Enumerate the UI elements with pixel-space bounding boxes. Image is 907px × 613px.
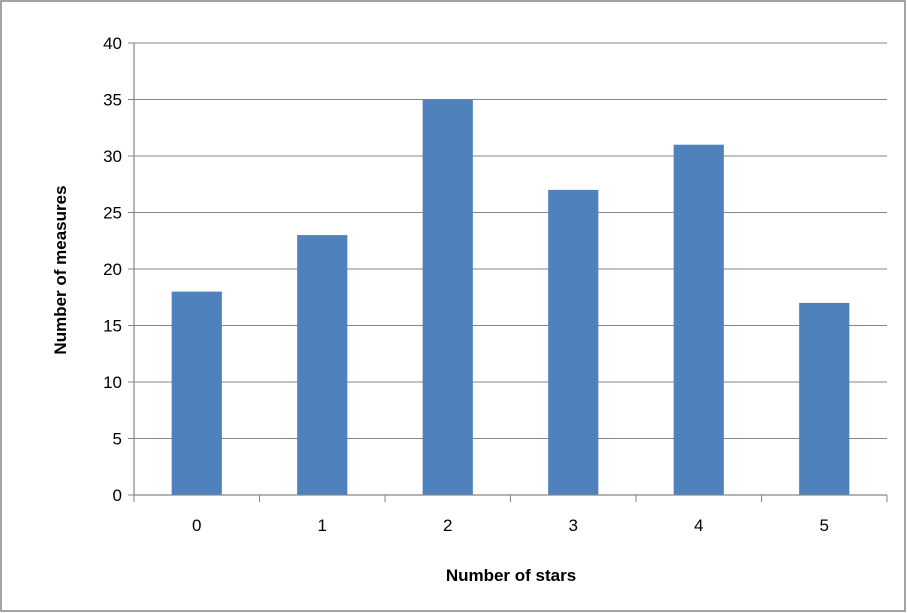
bar-1 xyxy=(297,235,348,495)
x-tick-label: 3 xyxy=(569,516,578,535)
axes xyxy=(128,42,888,502)
x-tick-label: 5 xyxy=(820,516,829,535)
bar-2 xyxy=(422,99,473,495)
y-tick-label: 0 xyxy=(113,486,122,505)
y-tick-label: 10 xyxy=(103,373,122,392)
y-tick-label: 15 xyxy=(103,317,122,336)
y-tick-label: 30 xyxy=(103,147,122,166)
y-tick-label: 20 xyxy=(103,260,122,279)
y-axis-title: Number of measures xyxy=(51,185,70,354)
x-tick-label: 2 xyxy=(443,516,452,535)
x-axis-title: Number of stars xyxy=(446,566,576,585)
x-tick-labels: 0 1 2 3 4 5 xyxy=(192,516,829,535)
y-tick-labels: 0 5 10 15 20 25 30 35 40 xyxy=(103,34,122,505)
bar-0 xyxy=(171,291,222,495)
bar-5 xyxy=(799,302,850,495)
bars xyxy=(171,99,850,495)
bar-4 xyxy=(673,144,724,495)
x-tick-label: 0 xyxy=(192,516,201,535)
y-tick-label: 25 xyxy=(103,204,122,223)
y-tick-label: 35 xyxy=(103,91,122,110)
x-tick-label: 4 xyxy=(694,516,703,535)
bar-3 xyxy=(548,189,599,495)
gridlines xyxy=(134,42,887,439)
y-tick-label: 40 xyxy=(103,34,122,53)
y-tick-label: 5 xyxy=(113,430,122,449)
x-tick-label: 1 xyxy=(318,516,327,535)
